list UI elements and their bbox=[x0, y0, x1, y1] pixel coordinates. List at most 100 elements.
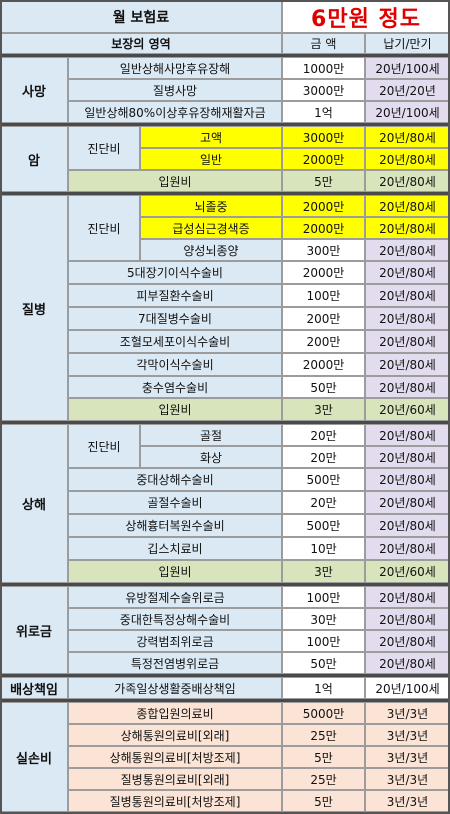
section-divider bbox=[0, 421, 450, 424]
coverage-name: 충수염수술비 bbox=[68, 376, 282, 398]
section-divider bbox=[0, 674, 450, 677]
coverage-name: 5대장기이식수술비 bbox=[68, 261, 282, 284]
coverage-period: 20년/80세 bbox=[365, 608, 450, 630]
coverage-amount: 25만 bbox=[282, 724, 365, 746]
coverage-period: 3년/3년 bbox=[365, 746, 450, 768]
coverage-period: 20년/100세 bbox=[365, 677, 450, 699]
coverage-amount: 300만 bbox=[282, 239, 365, 261]
coverage-period: 20년/100세 bbox=[365, 101, 450, 123]
coverage-period: 20년/60세 bbox=[365, 398, 450, 421]
coverage-amount: 5만 bbox=[282, 746, 365, 768]
coverage-name: 일반 bbox=[140, 148, 282, 170]
coverage-name: 화상 bbox=[140, 446, 282, 468]
coverage-name: 상해흉터복원수술비 bbox=[68, 514, 282, 537]
coverage-period: 20년/80세 bbox=[365, 468, 450, 491]
coverage-amount: 25만 bbox=[282, 768, 365, 790]
coverage-period: 20년/80세 bbox=[365, 148, 450, 170]
coverage-amount: 200만 bbox=[282, 330, 365, 353]
coverage-amount: 5000만 bbox=[282, 702, 365, 724]
coverage-amount: 20만 bbox=[282, 491, 365, 514]
coverage-period: 20년/80세 bbox=[365, 630, 450, 652]
coverage-amount: 200만 bbox=[282, 307, 365, 330]
coverage-period: 20년/80세 bbox=[365, 239, 450, 261]
diagnosis-label: 진단비 bbox=[68, 126, 140, 170]
coverage-amount: 3만 bbox=[282, 560, 365, 583]
category-medical: 실손비 bbox=[0, 702, 68, 812]
monthly-premium-label: 월 보험료 bbox=[0, 0, 282, 33]
coverage-name: 양성뇌종양 bbox=[140, 239, 282, 261]
coverage-name: 일반상해사망후유장해 bbox=[68, 57, 282, 79]
amount-header: 금 액 bbox=[282, 33, 365, 54]
coverage-area-header: 보장의 영역 bbox=[0, 33, 282, 54]
coverage-period: 20년/80세 bbox=[365, 446, 450, 468]
coverage-name: 뇌졸중 bbox=[140, 195, 282, 217]
category-injury: 상해 bbox=[0, 424, 68, 583]
coverage-period: 20년/80세 bbox=[365, 261, 450, 284]
coverage-name: 질병사망 bbox=[68, 79, 282, 101]
coverage-period: 20년/100세 bbox=[365, 57, 450, 79]
coverage-period: 20년/20년 bbox=[365, 79, 450, 101]
coverage-period: 20년/80세 bbox=[365, 376, 450, 398]
coverage-amount: 100만 bbox=[282, 284, 365, 307]
coverage-name: 특정전염병위로금 bbox=[68, 652, 282, 674]
coverage-amount: 5만 bbox=[282, 790, 365, 812]
coverage-name: 깁스치료비 bbox=[68, 537, 282, 560]
coverage-amount: 2000만 bbox=[282, 353, 365, 376]
coverage-period: 3년/3년 bbox=[365, 724, 450, 746]
section-divider bbox=[0, 699, 450, 702]
coverage-period: 20년/80세 bbox=[365, 652, 450, 674]
coverage-amount: 50만 bbox=[282, 376, 365, 398]
coverage-name: 중대한특정상해수술비 bbox=[68, 608, 282, 630]
section-divider bbox=[0, 583, 450, 586]
coverage-amount: 3000만 bbox=[282, 126, 365, 148]
coverage-period: 20년/80세 bbox=[365, 284, 450, 307]
coverage-amount: 2000만 bbox=[282, 217, 365, 239]
coverage-period: 20년/60세 bbox=[365, 560, 450, 583]
coverage-amount: 500만 bbox=[282, 514, 365, 537]
coverage-name: 강력범죄위로금 bbox=[68, 630, 282, 652]
category-death: 사망 bbox=[0, 57, 68, 123]
coverage-amount: 50만 bbox=[282, 652, 365, 674]
coverage-name: 입원비 bbox=[68, 560, 282, 583]
coverage-amount: 3000만 bbox=[282, 79, 365, 101]
coverage-amount: 10만 bbox=[282, 537, 365, 560]
coverage-amount: 500만 bbox=[282, 468, 365, 491]
coverage-name: 상해통원의료비[외래] bbox=[68, 724, 282, 746]
period-header: 납기/만기 bbox=[365, 33, 450, 54]
coverage-period: 20년/80세 bbox=[365, 424, 450, 446]
coverage-amount: 100만 bbox=[282, 630, 365, 652]
coverage-name: 유방절제수술위로금 bbox=[68, 586, 282, 608]
coverage-amount: 30만 bbox=[282, 608, 365, 630]
coverage-amount: 20만 bbox=[282, 446, 365, 468]
coverage-name: 조혈모세포이식수술비 bbox=[68, 330, 282, 353]
coverage-name: 각막이식수술비 bbox=[68, 353, 282, 376]
coverage-amount: 1억 bbox=[282, 101, 365, 123]
coverage-name: 종합입원의료비 bbox=[68, 702, 282, 724]
category-liability: 배상책임 bbox=[0, 677, 68, 699]
coverage-period: 20년/80세 bbox=[365, 195, 450, 217]
coverage-period: 20년/80세 bbox=[365, 170, 450, 192]
diagnosis-label: 진단비 bbox=[68, 424, 140, 468]
coverage-name: 입원비 bbox=[68, 398, 282, 421]
coverage-period: 20년/80세 bbox=[365, 586, 450, 608]
coverage-period: 20년/80세 bbox=[365, 217, 450, 239]
section-divider bbox=[0, 192, 450, 195]
coverage-amount: 3만 bbox=[282, 398, 365, 421]
coverage-name: 급성심근경색증 bbox=[140, 217, 282, 239]
coverage-amount: 2000만 bbox=[282, 195, 365, 217]
coverage-period: 3년/3년 bbox=[365, 702, 450, 724]
diagnosis-label: 진단비 bbox=[68, 195, 140, 261]
coverage-period: 20년/80세 bbox=[365, 126, 450, 148]
category-consolation: 위로금 bbox=[0, 586, 68, 674]
coverage-period: 20년/80세 bbox=[365, 330, 450, 353]
coverage-name: 질병통원의료비[외래] bbox=[68, 768, 282, 790]
coverage-name: 골절 bbox=[140, 424, 282, 446]
section-divider bbox=[0, 54, 450, 57]
coverage-name: 피부질환수술비 bbox=[68, 284, 282, 307]
coverage-amount: 1000만 bbox=[282, 57, 365, 79]
coverage-name: 7대질병수술비 bbox=[68, 307, 282, 330]
coverage-period: 20년/80세 bbox=[365, 491, 450, 514]
coverage-period: 20년/80세 bbox=[365, 353, 450, 376]
coverage-period: 3년/3년 bbox=[365, 768, 450, 790]
